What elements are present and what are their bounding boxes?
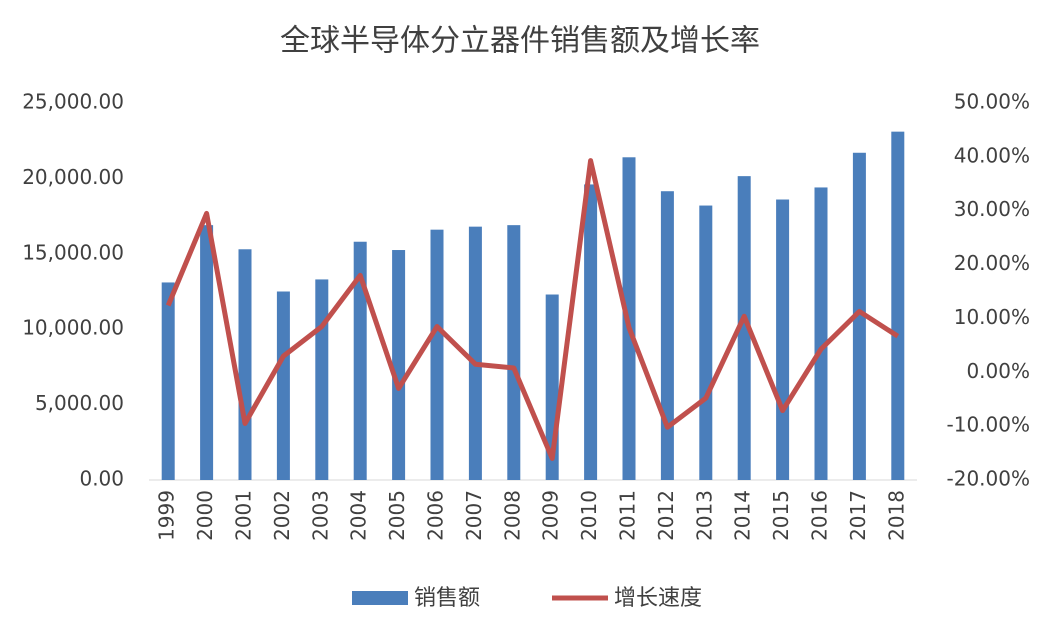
x-tick-label: 2012 [654,490,678,541]
chart-title: 全球半导体分立器件销售额及增长率 [280,24,760,59]
x-tick-label: 2013 [692,490,716,541]
bar [315,279,329,480]
bar [468,226,482,480]
x-tick-label: 2006 [424,490,448,541]
bar [238,249,252,480]
x-tick-label: 2015 [769,490,793,541]
y2-tick-label: 20.00% [954,251,1030,275]
x-tick-label: 2017 [846,490,870,541]
y2-tick-label: 0.00% [966,359,1030,383]
line [165,158,900,461]
x-tick-label: 2002 [270,490,294,541]
legend-swatch [352,591,408,605]
x-tick-label: 2003 [308,490,332,541]
bar [353,241,367,480]
y-tick-label: 10,000.00 [22,316,124,340]
y-tick-label: 20,000.00 [22,165,124,189]
bar [814,187,828,480]
bar [737,176,751,480]
x-tick-label: 2011 [616,490,640,541]
x-tick-label: 2000 [193,490,217,541]
legend-label: 增长速度 [614,586,702,611]
y-tick-label: 0.00 [79,467,124,491]
bar [392,250,406,480]
x-tick-label: 2007 [462,490,486,541]
x-tick-label: 2014 [731,490,755,541]
x-tick-label: 2016 [808,490,832,541]
bar [430,229,444,480]
x-tick-label: 2018 [884,490,908,541]
bar [699,205,713,480]
bar [891,131,905,481]
bar [584,184,598,480]
y2-tick-label: 40.00% [954,143,1030,167]
bar [200,225,214,480]
y2-tick-label: 10.00% [954,305,1030,329]
x-tick-label: 2004 [347,490,371,541]
x-tick-label: 2001 [232,490,256,541]
legend-label: 销售额 [414,586,480,611]
y-tick-label: 15,000.00 [22,240,124,264]
bar [161,282,175,480]
bar [507,225,521,480]
y2-tick-label: 30.00% [954,197,1030,221]
y2-tick-label: 50.00% [954,90,1030,114]
y-tick-label: 25,000.00 [22,90,124,114]
y2-tick-label: -20.00% [947,467,1030,491]
y-tick-label: 5,000.00 [35,391,124,415]
y2-tick-label: -10.00% [947,413,1030,437]
bar [276,291,290,480]
x-tick-label: 2010 [577,490,601,541]
bar [660,191,674,480]
bar [776,199,790,480]
x-tick-label: 1999 [155,490,179,541]
x-tick-label: 2005 [385,490,409,541]
x-tick-label: 2009 [539,490,563,541]
x-tick-label: 2008 [500,490,524,541]
bar [852,152,866,480]
